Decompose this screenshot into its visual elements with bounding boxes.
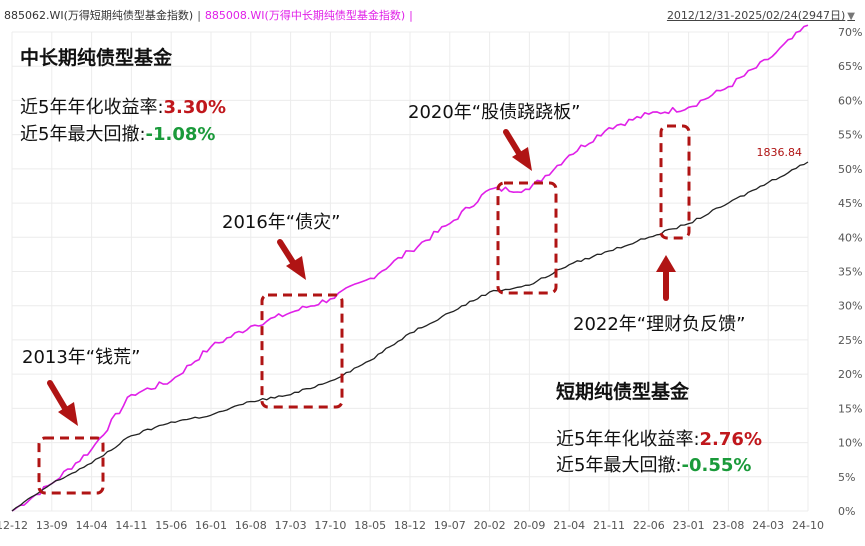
x-tick-label: 21-04 — [553, 519, 585, 532]
y-tick-label: 65% — [838, 60, 862, 73]
x-tick-label: 17-03 — [275, 519, 307, 532]
y-tick-label: 70% — [838, 26, 862, 39]
last-value-label: 1836.84 — [757, 146, 803, 159]
y-tick-label: 25% — [838, 334, 862, 347]
y-axis-ticks: 0% 5% 10% 15% 20% 25% 30% 35% 40% 45% 50% 55% 60% 65%… — [838, 26, 862, 518]
x-tick-label: 19-07 — [434, 519, 466, 532]
y-tick-label: 15% — [838, 402, 862, 415]
y-tick-label: 5% — [838, 471, 855, 484]
series-lines: 1836.84 — [11, 24, 809, 512]
x-tick-label: 21-11 — [593, 519, 625, 532]
long-fund-return-label: 近5年年化收益率: — [20, 97, 164, 118]
event-label-2013: 2013年“钱荒” — [22, 347, 140, 368]
series-legend: 885062.WI(万得短期纯债型基金指数) | 885008.WI(万得中长期纯债… — [4, 7, 413, 23]
long-fund-drawdown-value: -1.08% — [146, 124, 216, 145]
short-fund-return-line: 近5年年化收益率:2.76% — [556, 429, 762, 450]
y-tick-label: 45% — [838, 197, 862, 210]
y-tick-label: 35% — [838, 266, 862, 279]
date-range-text: 2012/12/31-2025/02/24(2947日) — [666, 9, 846, 22]
arrow-2016 — [277, 239, 306, 280]
series-line-long-bond[interactable] — [11, 24, 809, 512]
event-label-2022: 2022年“理财负反馈” — [573, 314, 745, 335]
chart-header: 885062.WI(万得短期纯债型基金指数) | 885008.WI(万得中长期纯债… — [0, 0, 865, 26]
highlight-box-2022 — [659, 124, 691, 240]
legend-separator: | — [197, 9, 201, 22]
short-fund-drawdown-line: 近5年最大回撤:-0.55% — [556, 455, 751, 476]
arrow-2022 — [656, 255, 676, 301]
event-label-2016: 2016年“债灾” — [222, 212, 340, 233]
x-tick-label: 17-10 — [314, 519, 346, 532]
short-fund-return-value: 2.76% — [700, 429, 762, 450]
arrow-2020 — [503, 129, 532, 171]
x-tick-label: 18-12 — [394, 519, 426, 532]
series-line-short-bond[interactable] — [11, 161, 809, 512]
x-tick-label: 12-12 — [0, 519, 28, 532]
arrow-2013 — [47, 380, 78, 426]
y-tick-label: 50% — [838, 163, 862, 176]
long-fund-return-value: 3.30% — [164, 97, 226, 118]
x-tick-label: 20-02 — [474, 519, 506, 532]
long-fund-drawdown-label: 近5年最大回撤: — [20, 124, 146, 145]
x-axis-ticks: 12-12 13-09 14-04 14-11 15-06 16-01 16-08 17-03… — [0, 519, 824, 532]
highlight-box-2016 — [260, 293, 344, 409]
event-label-2020: 2020年“股债跷跷板” — [408, 102, 580, 123]
y-tick-label: 30% — [838, 300, 862, 313]
x-tick-label: 18-05 — [354, 519, 386, 532]
long-fund-title: 中长期纯债型基金 — [20, 46, 173, 69]
legend-suffix: | — [409, 9, 413, 22]
x-tick-label: 16-08 — [235, 519, 267, 532]
x-tick-label: 24-10 — [792, 519, 824, 532]
y-tick-label: 55% — [838, 129, 862, 142]
x-tick-label: 20-09 — [513, 519, 545, 532]
long-fund-return-line: 近5年年化收益率:3.30% — [20, 97, 226, 118]
y-tick-label: 60% — [838, 94, 862, 107]
y-tick-label: 10% — [838, 437, 862, 450]
y-tick-label: 0% — [838, 505, 855, 518]
x-tick-label: 23-01 — [673, 519, 705, 532]
x-tick-label: 22-06 — [633, 519, 665, 532]
x-tick-label: 14-04 — [76, 519, 108, 532]
legend-long-bond-index[interactable]: 885008.WI(万得中长期纯债型基金指数) — [204, 9, 406, 22]
short-fund-title: 短期纯债型基金 — [556, 380, 690, 403]
y-tick-label: 40% — [838, 231, 862, 244]
x-tick-label: 23-08 — [712, 519, 744, 532]
x-tick-label: 14-11 — [115, 519, 147, 532]
x-tick-label: 24-03 — [752, 519, 784, 532]
x-tick-label: 15-06 — [155, 519, 187, 532]
triangle-down-icon[interactable]: ▼ — [847, 11, 855, 22]
short-fund-drawdown-value: -0.55% — [682, 455, 752, 476]
short-fund-drawdown-label: 近5年最大回撤: — [556, 455, 682, 476]
y-tick-label: 20% — [838, 368, 862, 381]
highlight-box-2013 — [37, 436, 105, 495]
legend-short-bond-index[interactable]: 885062.WI(万得短期纯债型基金指数) — [4, 9, 194, 22]
long-fund-drawdown-line: 近5年最大回撤:-1.08% — [20, 124, 215, 145]
highlight-box-2020 — [496, 181, 558, 295]
date-range-selector[interactable]: 2012/12/31-2025/02/24(2947日) ▼ — [667, 7, 855, 23]
x-tick-label: 16-01 — [195, 519, 227, 532]
x-tick-label: 13-09 — [36, 519, 68, 532]
short-fund-return-label: 近5年年化收益率: — [556, 429, 700, 450]
